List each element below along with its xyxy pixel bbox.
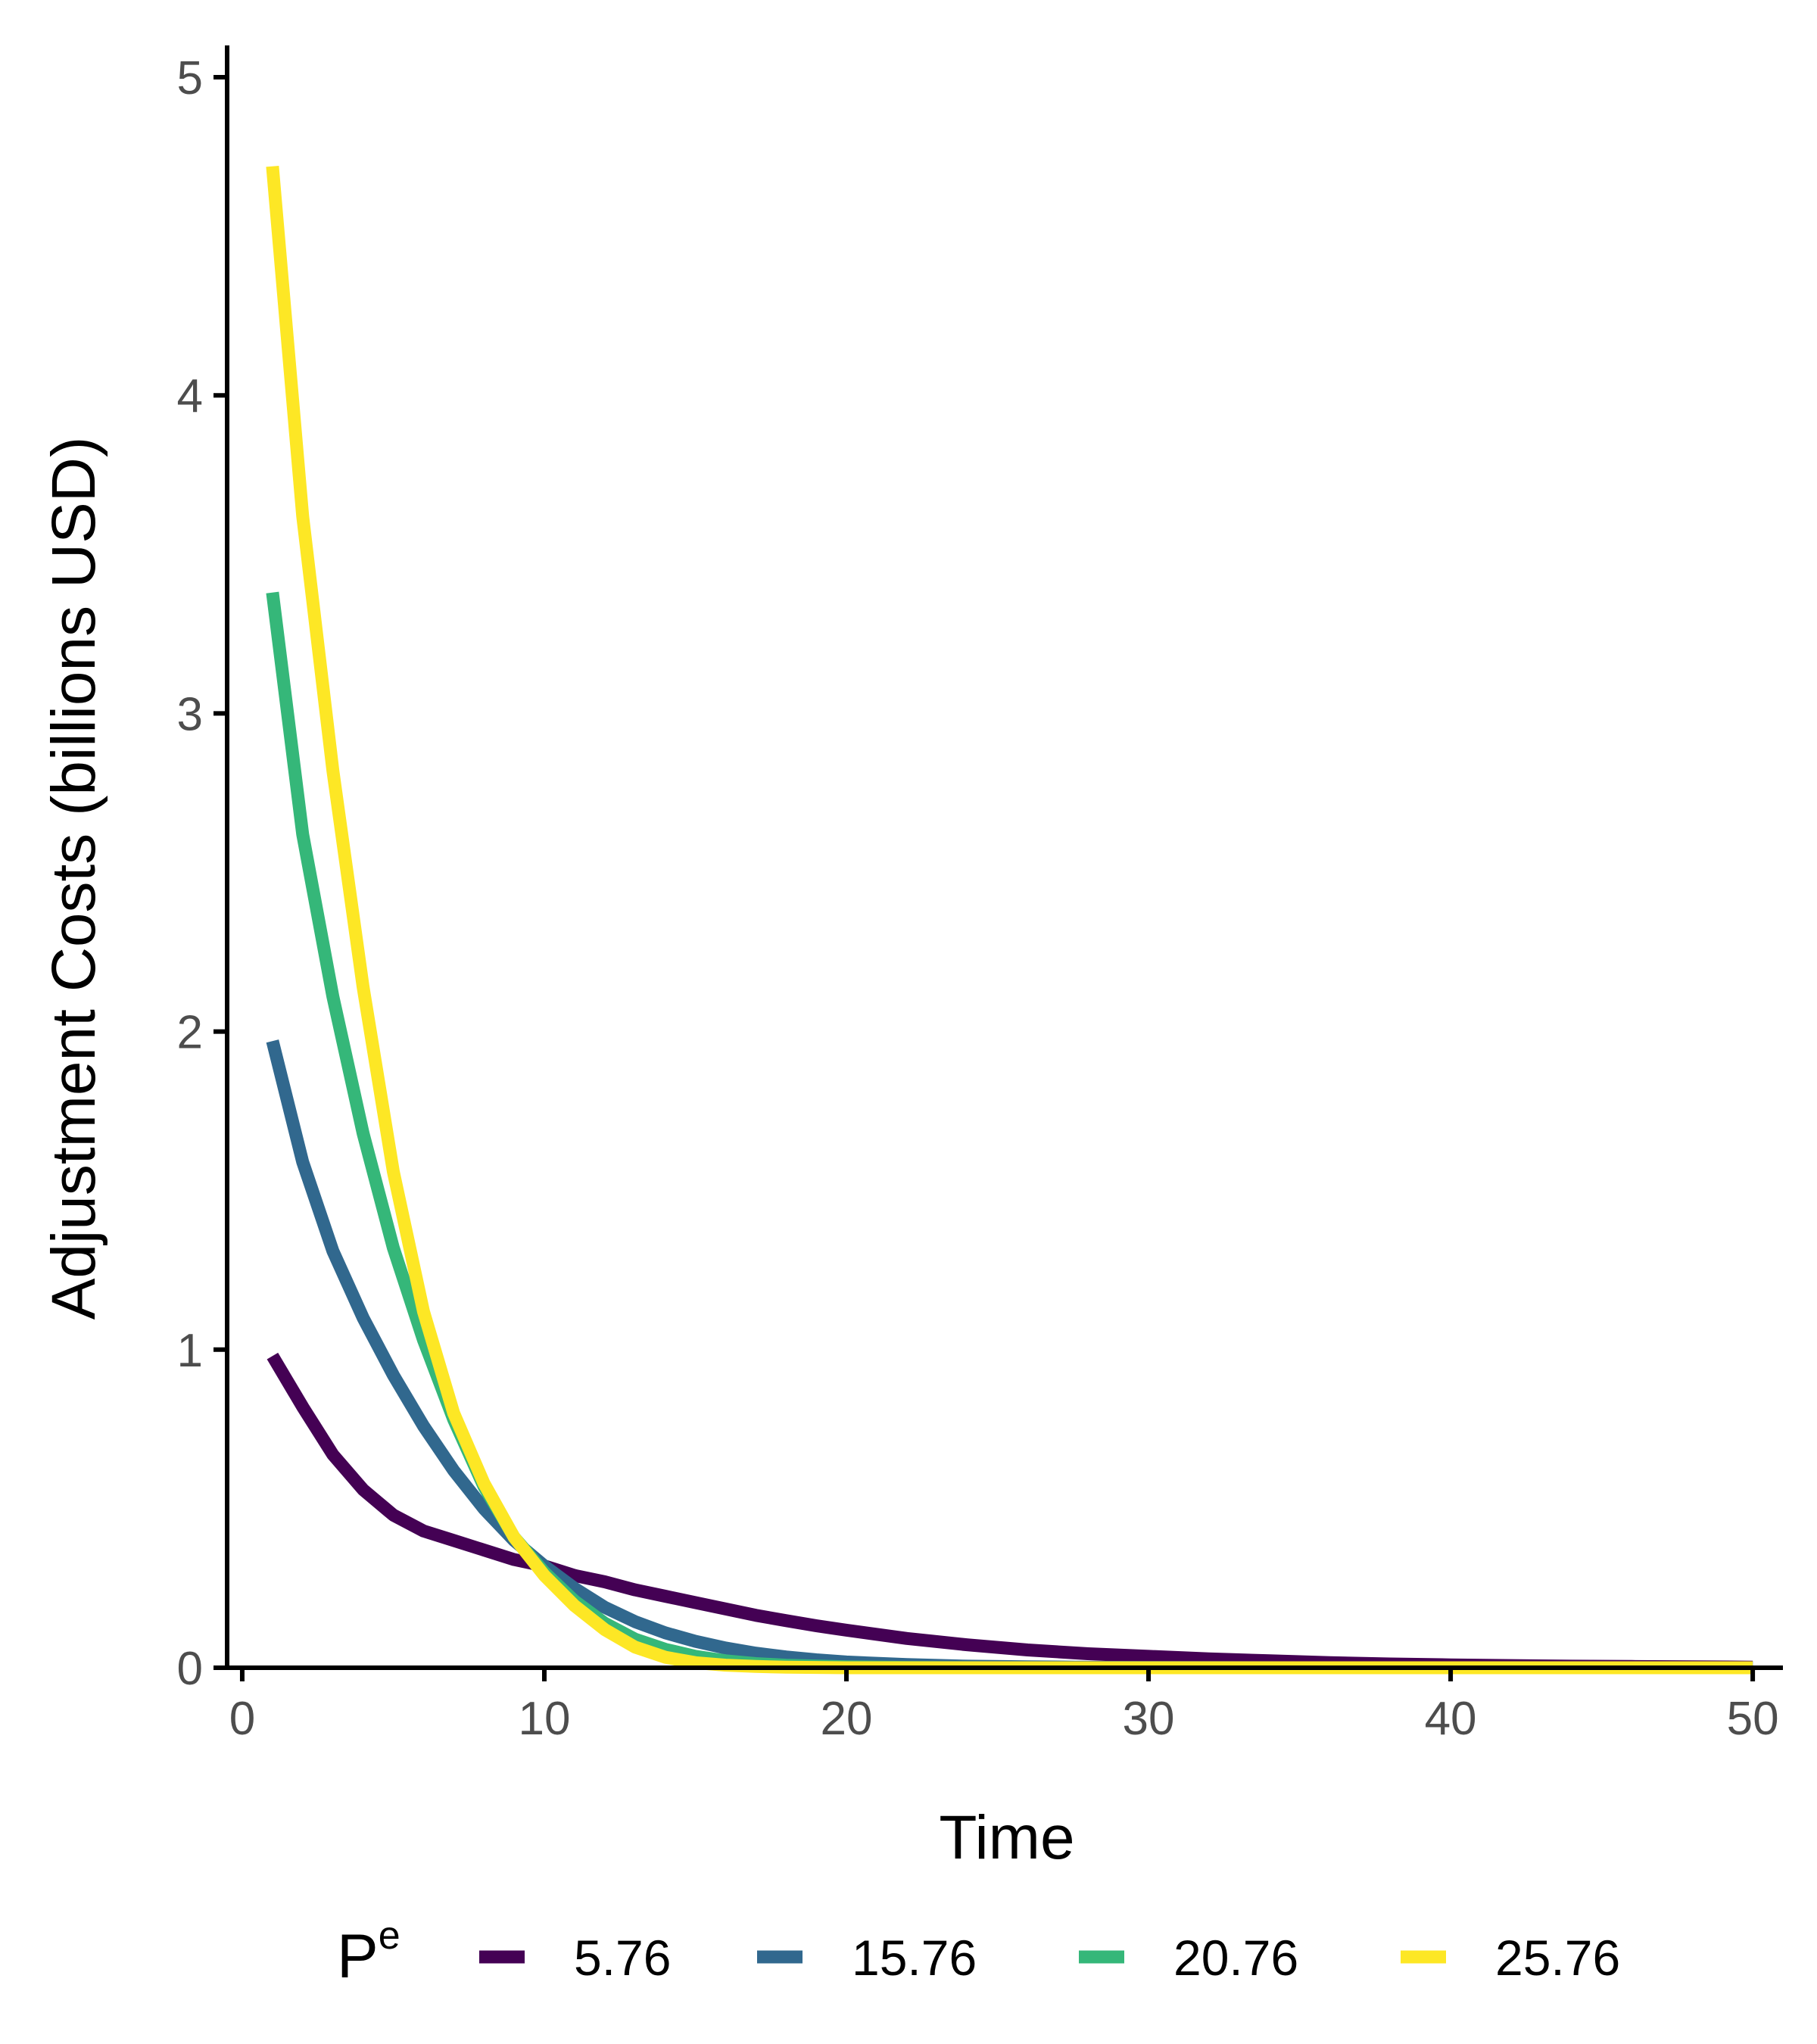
legend: Pe 5.76 15.76 20.76 25.76: [337, 1914, 1620, 1991]
legend-label-15-76: 15.76: [852, 1930, 977, 1986]
legend-title-superscript: e: [379, 1914, 400, 1958]
y-tick-label: 2: [177, 1007, 203, 1059]
y-axis-title: Adjustment Costs (billions USD): [39, 437, 108, 1320]
y-ticks: 0 1 2 3 4 5: [177, 52, 227, 1695]
legend-label-20-76: 20.76: [1173, 1930, 1298, 1986]
x-tick-label: 20: [821, 1693, 873, 1745]
y-tick-label: 4: [177, 370, 203, 422]
x-ticks: 0 10 20 30 40 50: [229, 1668, 1779, 1745]
y-tick-label: 0: [177, 1643, 203, 1695]
axes-layer: [225, 45, 1783, 1670]
x-axis-title: Time: [939, 1803, 1074, 1872]
x-tick-label: 40: [1425, 1693, 1477, 1745]
y-tick-label: 1: [177, 1325, 203, 1377]
legend-label-25-76: 25.76: [1495, 1930, 1620, 1986]
y-tick-label: 3: [177, 688, 203, 740]
legend-title: Pe: [337, 1914, 400, 1991]
y-tick-label: 5: [177, 52, 203, 104]
legend-label-5-76: 5.76: [574, 1930, 671, 1986]
x-tick-label: 10: [518, 1693, 570, 1745]
x-tick-label: 50: [1727, 1693, 1779, 1745]
series-line-25-76: [266, 165, 1753, 1675]
legend-items: 5.76 15.76 20.76 25.76: [479, 1930, 1620, 1986]
x-tick-label: 0: [229, 1693, 255, 1745]
series-line-15-76: [266, 1039, 1753, 1675]
x-tick-label: 30: [1123, 1693, 1175, 1745]
series-layer: [266, 165, 1753, 1675]
legend-title-main: P: [337, 1922, 379, 1991]
